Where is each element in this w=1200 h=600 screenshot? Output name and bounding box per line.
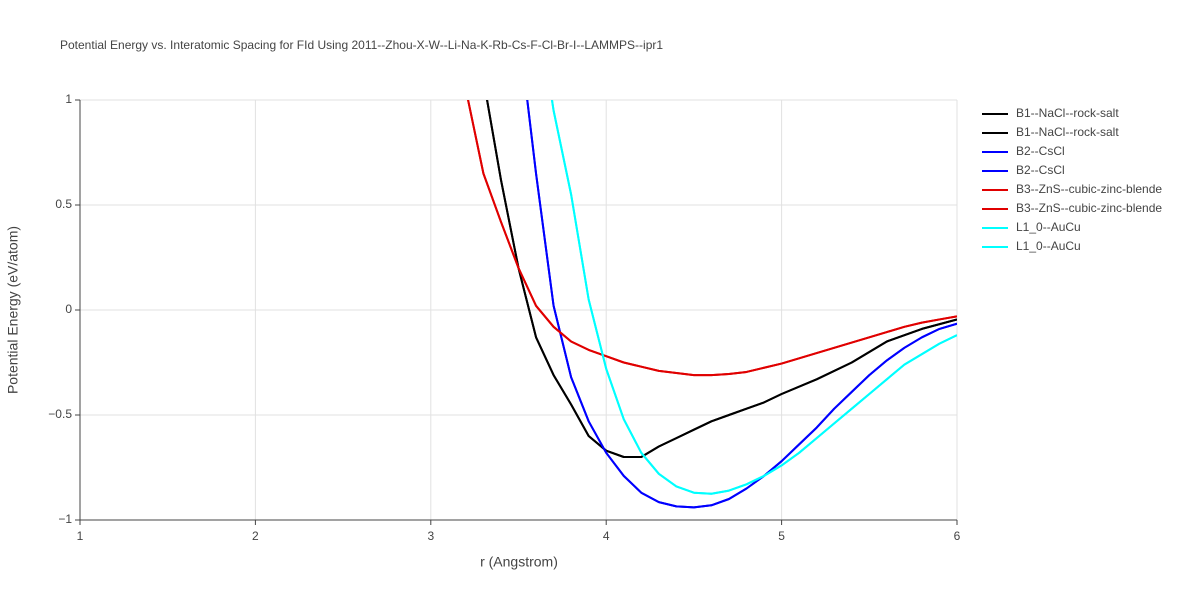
series-line: [550, 100, 957, 495]
x-axis-label: r (Angstrom): [480, 554, 558, 570]
legend-label: B2--CsCl: [1016, 144, 1065, 158]
legend-label: B1--NaCl--rock-salt: [1016, 125, 1119, 139]
legend-label: B3--ZnS--cubic-zinc-blende: [1016, 182, 1162, 196]
plot-area: [467, 100, 957, 509]
y-tick-label: −1: [58, 512, 72, 526]
x-tick-label: 4: [603, 529, 610, 543]
chart-title: Potential Energy vs. Interatomic Spacing…: [60, 38, 663, 52]
y-tick-label: 0: [65, 302, 72, 316]
y-tick-label: 1: [65, 92, 72, 106]
series-line: [526, 100, 957, 509]
y-tick-label: 0.5: [55, 197, 72, 211]
legend: B1--NaCl--rock-salt B1--NaCl--rock-salt B2…: [982, 106, 1162, 253]
series-line: [526, 100, 957, 509]
series-line: [486, 100, 957, 458]
series-line: [550, 100, 957, 495]
series-line: [467, 100, 957, 377]
series-line: [486, 100, 957, 458]
x-tick-label: 5: [778, 529, 785, 543]
y-axis-label: Potential Energy (eV/atom): [5, 226, 21, 394]
y-tick-label: −0.5: [48, 407, 72, 421]
legend-label: L1_0--AuCu: [1016, 220, 1081, 234]
legend-label: L1_0--AuCu: [1016, 239, 1081, 253]
grid: [79, 99, 958, 521]
x-tick-label: 3: [427, 529, 434, 543]
legend-label: B3--ZnS--cubic-zinc-blende: [1016, 201, 1162, 215]
legend-label: B1--NaCl--rock-salt: [1016, 106, 1119, 120]
x-tick-label: 6: [954, 529, 961, 543]
x-tick-label: 2: [252, 529, 259, 543]
x-tick-label: 1: [77, 529, 84, 543]
legend-label: B2--CsCl: [1016, 163, 1065, 177]
